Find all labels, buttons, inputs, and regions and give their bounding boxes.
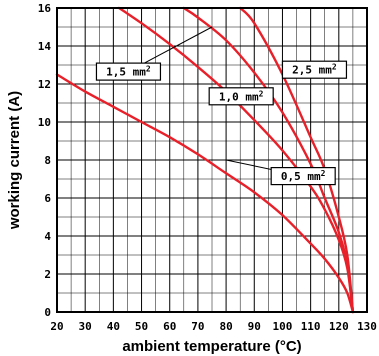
y-tick-label: 0	[44, 306, 51, 319]
series-label-base: 0,5 mm	[281, 170, 321, 183]
series-label-text: 1,5 mm2	[106, 65, 151, 79]
x-tick-label: 20	[50, 320, 63, 333]
y-axis-title: working current (A)	[6, 91, 23, 230]
x-tick-label: 120	[329, 320, 349, 333]
x-tick-label: 60	[163, 320, 176, 333]
y-tick-label: 14	[38, 40, 52, 53]
y-tick-label: 4	[44, 230, 51, 243]
series-label-sup: 2	[259, 89, 264, 98]
x-axis-title: ambient temperature (°C)	[122, 338, 301, 355]
y-tick-label: 16	[38, 2, 52, 15]
series-label-1: 1,0 mm2	[208, 87, 274, 106]
series-label-base: 1,0 mm	[219, 90, 259, 103]
series-line-0	[55, 73, 355, 314]
x-tick-label: 100	[273, 320, 293, 333]
x-tick-label: 30	[79, 320, 92, 333]
x-tick-label: 80	[219, 320, 232, 333]
series-label-box	[208, 87, 274, 106]
y-tick-label: 10	[38, 116, 51, 129]
series-label-box	[270, 167, 336, 186]
x-tick-label: 50	[135, 320, 148, 333]
series-label-text: 1,0 mm2	[219, 89, 264, 103]
series-label-sup: 2	[332, 63, 337, 72]
series-label-base: 2,5 mm	[292, 64, 332, 77]
series-label-box	[281, 60, 348, 79]
series-label-box	[95, 62, 162, 81]
x-tick-label: 90	[248, 320, 261, 333]
y-tick-label: 2	[44, 268, 51, 281]
x-tick-labels: 20 30 40 50 60 70 80 90 100 110 120 130	[50, 320, 377, 333]
y-tick-label: 6	[44, 192, 51, 205]
y-tick-labels: 0 2 4 6 8 10 12 14 16	[38, 2, 52, 319]
x-tick-label: 110	[301, 320, 321, 333]
series-line-3	[239, 6, 355, 314]
series-label-sup: 2	[321, 169, 326, 178]
series-line-1	[117, 6, 355, 314]
x-tick-label: 70	[191, 320, 204, 333]
x-tick-label: 130	[357, 320, 377, 333]
y-tick-label: 12	[38, 78, 51, 91]
plot-frame	[56, 7, 368, 313]
series-label-text: 0,5 mm2	[281, 169, 326, 183]
series-label-text: 2,5 mm2	[292, 63, 337, 77]
series-label-2: 1,5 mm2	[95, 62, 162, 81]
y-tick-label: 8	[44, 154, 51, 167]
series-label-3: 2,5 mm2	[281, 60, 348, 79]
series-label-sup: 2	[146, 65, 151, 74]
series-label-0: 0,5 mm2	[270, 167, 336, 186]
x-tick-label: 40	[107, 320, 120, 333]
series-label-base: 1,5 mm	[106, 66, 146, 79]
